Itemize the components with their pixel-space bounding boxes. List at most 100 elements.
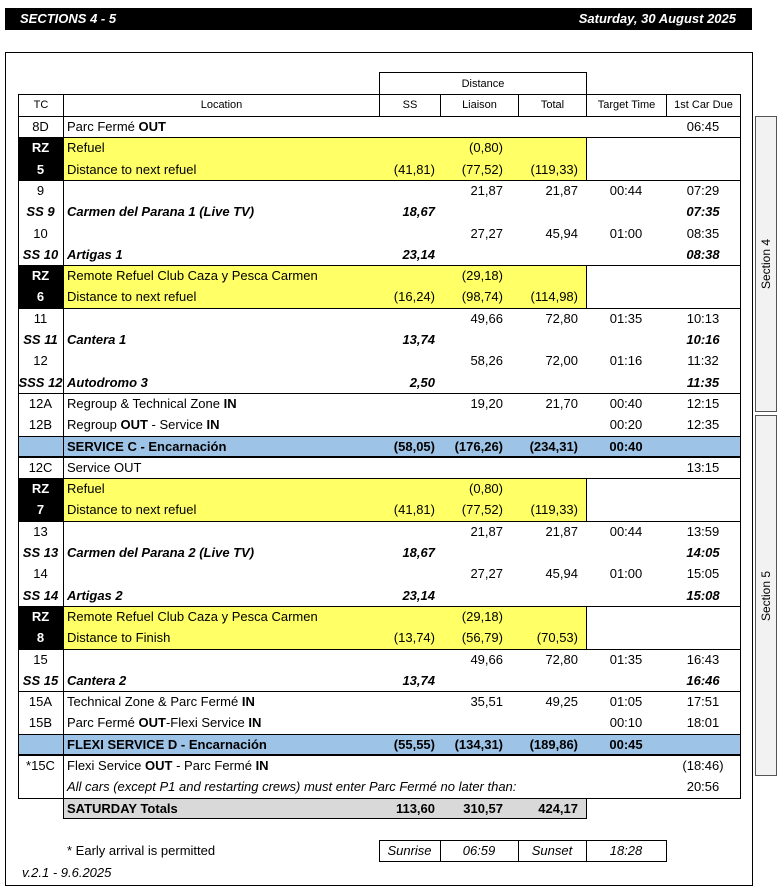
text-segment: All cars (except P1 and restarting crews… bbox=[67, 779, 517, 795]
cell: (134,31) bbox=[454, 736, 503, 752]
text-segment: OUT bbox=[120, 417, 148, 433]
cell: (114,98) bbox=[530, 289, 578, 305]
cell: 13:15 bbox=[686, 459, 720, 475]
cell: 21,87 bbox=[545, 523, 578, 539]
text-segment: Carmen del Parana 2 (Live TV) bbox=[67, 545, 255, 560]
refuel-band bbox=[63, 158, 587, 181]
cell: 12:15 bbox=[686, 395, 720, 411]
cell: 72,80 bbox=[545, 651, 578, 667]
text-segment: SATURDAY Totals bbox=[67, 800, 178, 816]
cell: 15A bbox=[28, 694, 53, 710]
cell: (56,79) bbox=[461, 630, 503, 646]
group-header: Distance bbox=[379, 72, 587, 95]
text-segment: Regroup bbox=[67, 417, 121, 433]
location-cell: Autodromo 3 bbox=[63, 372, 379, 393]
table-left bbox=[18, 116, 19, 798]
text-segment: Cantera 1 bbox=[67, 332, 127, 347]
cell: 00:45 bbox=[609, 736, 643, 752]
text-segment: -Flexi Service bbox=[165, 715, 249, 731]
cell: 72,00 bbox=[545, 353, 578, 369]
sunset: 18:28 bbox=[609, 843, 643, 858]
tc-divider bbox=[63, 116, 64, 798]
cell: 01:00 bbox=[609, 225, 643, 241]
row-line bbox=[18, 605, 741, 607]
text-segment: Regroup & Technical Zone bbox=[67, 395, 224, 411]
text-segment: Distance to next refuel bbox=[67, 161, 197, 177]
cell: 7 bbox=[36, 502, 45, 518]
cell: 2,50 bbox=[409, 374, 435, 390]
text-segment: Refuel bbox=[67, 481, 105, 497]
cell: 14 bbox=[33, 566, 48, 582]
sun-box bbox=[379, 840, 667, 862]
location-cell: Technical Zone & Parc Fermé IN bbox=[63, 691, 379, 712]
row-line bbox=[18, 478, 741, 480]
location-cell: Regroup OUT - Service IN bbox=[63, 414, 379, 435]
location-cell: Distance to next refuel bbox=[63, 286, 379, 307]
cell: 00:40 bbox=[609, 395, 643, 411]
column-header: Target Time bbox=[586, 94, 667, 117]
section-tab bbox=[755, 415, 777, 776]
row-line bbox=[18, 691, 741, 693]
rz-cell bbox=[18, 265, 63, 287]
cell: 18:01 bbox=[686, 715, 720, 731]
cell: 01:35 bbox=[609, 651, 643, 667]
cell: 11:35 bbox=[686, 374, 720, 390]
cell: (176,26) bbox=[454, 438, 503, 454]
row-line bbox=[18, 456, 741, 458]
cell: 21,87 bbox=[470, 182, 503, 198]
cell: SS 9 bbox=[26, 204, 55, 220]
location-cell: Cantera 1 bbox=[63, 329, 379, 350]
location-cell: FLEXI SERVICE D - Encarnación bbox=[63, 734, 379, 755]
table-right bbox=[740, 116, 741, 798]
cell: 00:10 bbox=[609, 715, 643, 731]
cell: 01:00 bbox=[609, 566, 643, 582]
cell: 12:35 bbox=[686, 417, 720, 433]
section-label: Section 5 bbox=[759, 570, 773, 621]
cell: 06:45 bbox=[686, 119, 720, 134]
rz-cell bbox=[18, 627, 63, 649]
location-cell: Carmen del Parana 2 (Live TV) bbox=[63, 542, 379, 563]
cell: 13 bbox=[33, 523, 48, 539]
text-segment: Artigas 1 bbox=[67, 246, 123, 262]
version: v.2.1 - 9.6.2025 bbox=[22, 865, 112, 880]
cell: (0,80) bbox=[469, 140, 503, 156]
text-segment: FLEXI SERVICE D - Encarnación bbox=[67, 736, 267, 752]
cell: (29,18) bbox=[461, 608, 503, 624]
cell: 21,70 bbox=[545, 395, 578, 411]
text-segment: Distance to next refuel bbox=[67, 289, 197, 305]
cell: 10:16 bbox=[686, 332, 720, 347]
cell: 27,27 bbox=[470, 566, 503, 582]
cell: (98,74) bbox=[461, 289, 503, 305]
cell: 07:29 bbox=[686, 182, 720, 198]
cell: 5 bbox=[36, 161, 45, 177]
location-cell: Distance to next refuel bbox=[63, 499, 379, 520]
text-segment: IN bbox=[223, 395, 237, 411]
refuel-band bbox=[63, 627, 587, 649]
location-cell: Refuel bbox=[63, 478, 379, 499]
location-cell: All cars (except P1 and restarting crews… bbox=[63, 776, 516, 797]
cell: RZ bbox=[31, 608, 50, 624]
cell: 16:46 bbox=[686, 672, 720, 688]
text-segment: Artigas 2 bbox=[67, 587, 123, 603]
row-line bbox=[18, 733, 741, 735]
cell: 18,67 bbox=[402, 545, 435, 560]
cell: SS 15 bbox=[22, 672, 59, 688]
sunrise-label: Sunrise bbox=[379, 840, 441, 862]
cell: 07:35 bbox=[686, 204, 720, 220]
location-cell: SERVICE C - Encarnación bbox=[63, 436, 379, 457]
cell: *15C bbox=[26, 758, 55, 773]
cell: 17:51 bbox=[686, 694, 720, 710]
cell: 13:59 bbox=[686, 523, 720, 539]
cell: 00:20 bbox=[609, 417, 643, 433]
rz-cell bbox=[18, 137, 63, 160]
row-line bbox=[18, 137, 741, 139]
sunrise: 06:59 bbox=[440, 840, 519, 862]
section-label: Section 4 bbox=[759, 238, 773, 290]
cell: (77,52) bbox=[461, 502, 503, 518]
cell: 01:16 bbox=[609, 353, 643, 369]
text-segment: Technical Zone & Parc Fermé bbox=[67, 694, 242, 710]
text-segment: IN bbox=[206, 417, 220, 433]
cell: SS 10 bbox=[22, 246, 59, 262]
cell: (70,53) bbox=[536, 630, 578, 646]
